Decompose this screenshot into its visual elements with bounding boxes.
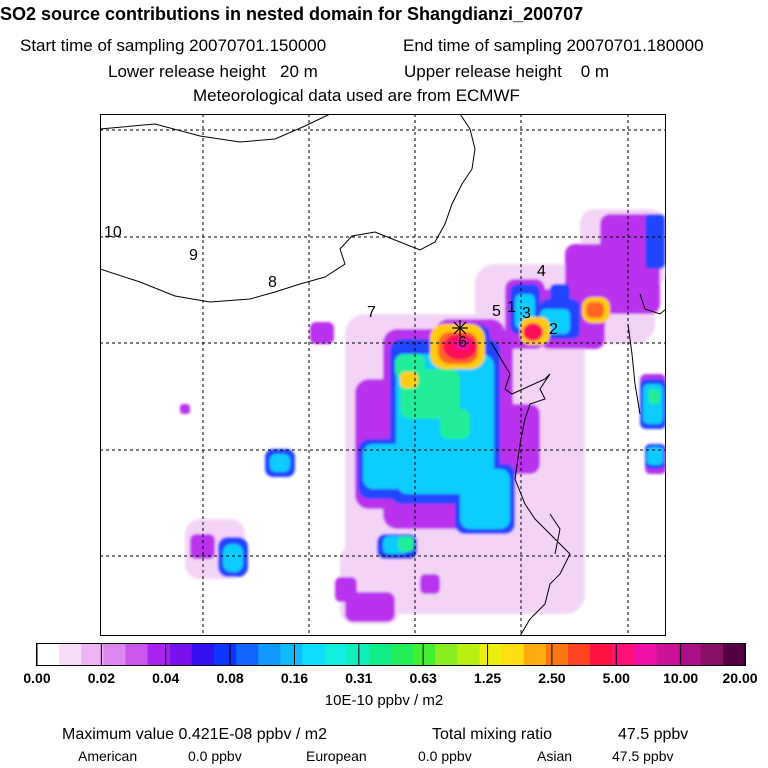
colorbar-swatch: [523, 644, 547, 665]
plot-title: SO2 source contributions in nested domai…: [0, 4, 584, 24]
asian-value: 47.5 ppbv: [612, 748, 674, 764]
colorbar-swatch: [391, 644, 414, 665]
receptor-label-10: 10: [104, 224, 122, 241]
colorbar-swatch: [103, 644, 126, 665]
coastlines: [100, 114, 666, 636]
european-value: 0.0 ppbv: [418, 748, 472, 764]
colorbar-swatch: [258, 644, 281, 665]
maximum-value: Maximum value 0.421E-08 ppbv / m2: [62, 726, 328, 743]
colorbar-tick-label: 10.00: [663, 670, 699, 686]
receptor-label-7: 7: [367, 304, 376, 321]
receptor-star-marker: [452, 320, 468, 336]
receptor-label-1: 1: [507, 299, 516, 316]
colorbar-tick-label: 0.63: [409, 670, 437, 686]
colorbar-swatch: [590, 644, 613, 665]
colorbar-swatch: [545, 644, 569, 665]
colorbar-swatch: [214, 644, 237, 665]
colorbar-tick-label: 0.16: [280, 670, 309, 686]
colorbar-swatch: [634, 644, 657, 665]
colorbar-swatch: [346, 644, 370, 665]
colorbar-tick-label: 20.00: [722, 670, 758, 686]
receptor-label-5: 5: [492, 303, 501, 320]
colorbar-tick-label: 0.08: [216, 670, 244, 686]
concentration-map: 1 2 3 4 5 6 7 8 9 10: [100, 114, 666, 636]
end-time: End time of sampling 20070701.180000: [403, 36, 704, 55]
colorbar-swatch: [722, 644, 746, 665]
start-time: Start time of sampling 20070701.150000: [20, 36, 327, 55]
total-mixing-label: Total mixing ratio: [432, 726, 553, 743]
colorbar-border: [36, 643, 746, 666]
colorbar-swatch: [368, 644, 392, 665]
receptor-label-2: 2: [549, 321, 558, 338]
colorbar-swatch: [81, 644, 104, 665]
colorbar-swatch: [236, 644, 259, 665]
colorbar-swatch: [435, 644, 458, 665]
upper-release-height: Upper release height 0 m: [404, 62, 610, 81]
european-label: European: [306, 748, 367, 764]
asian-label: Asian: [537, 748, 573, 764]
colorbar-swatch: [479, 644, 503, 665]
total-mixing-value: 47.5 ppbv: [618, 726, 689, 743]
met-data-source: Meteorological data used are from ECMWF: [193, 86, 520, 105]
colorbar-tick-label: 0.31: [345, 670, 373, 686]
colorbar-swatch: [678, 644, 702, 665]
colorbar-swatch: [413, 644, 436, 665]
lower-release-height: Lower release height 20 m: [108, 62, 318, 81]
colorbar-tick-label: 0.00: [23, 670, 51, 686]
plume-layer: [180, 209, 666, 624]
colorbar-tick-label: 0.04: [152, 670, 180, 686]
colorbar-swatch: [568, 644, 591, 665]
receptor-label-9: 9: [189, 247, 198, 264]
colorbar-swatch: [612, 644, 635, 665]
colorbar-units: 10E-10 ppbv / m2: [324, 692, 444, 709]
colorbar-swatch: [501, 644, 525, 665]
colorbar-swatch: [191, 644, 215, 665]
colorbar-swatch: [280, 644, 303, 665]
colorbar-tick-label: 0.02: [87, 670, 115, 686]
american-value: 0.0 ppbv: [188, 748, 242, 764]
american-label: American: [78, 748, 138, 764]
colorbar-swatch: [147, 644, 171, 665]
colorbar-swatch: [125, 644, 149, 665]
colorbar: [36, 643, 746, 666]
grid-lines: [100, 114, 666, 636]
colorbar-swatch: [302, 644, 326, 665]
colorbar-swatch: [656, 644, 680, 665]
colorbar-swatch: [700, 644, 724, 665]
receptor-label-3: 3: [522, 305, 531, 322]
colorbar-tick-label: 5.00: [602, 670, 630, 686]
receptor-label-6: 6: [458, 334, 467, 351]
colorbar-swatch: [59, 644, 82, 665]
colorbar-tick-label: 1.25: [473, 670, 502, 686]
receptor-label-8: 8: [268, 274, 277, 291]
colorbar-swatch: [324, 644, 348, 665]
colorbar-tick-label: 2.50: [538, 670, 566, 686]
colorbar-swatch: [37, 644, 60, 665]
colorbar-swatch: [457, 644, 480, 665]
receptor-label-4: 4: [537, 263, 546, 280]
colorbar-swatch: [169, 644, 193, 665]
